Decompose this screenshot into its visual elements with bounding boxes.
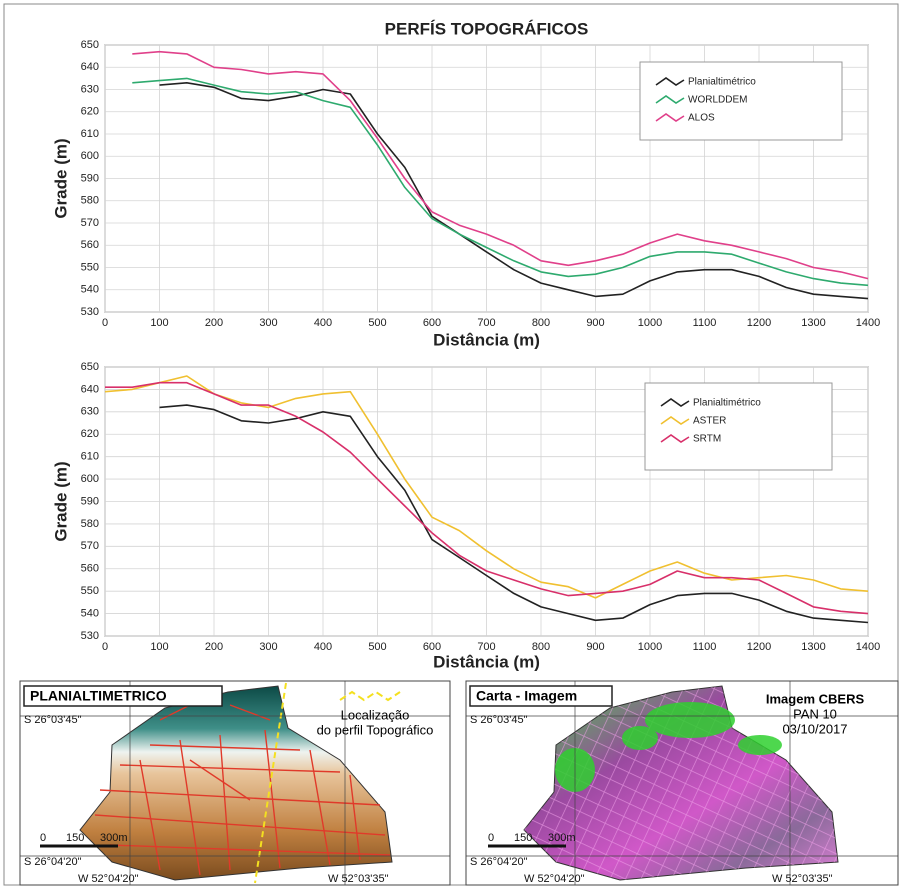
legend-text: Localização bbox=[341, 707, 410, 722]
x-axis-title: Distância (m) bbox=[433, 330, 540, 349]
coordinate-label: S 26°03'45" bbox=[470, 714, 528, 726]
x-tick-label: 0 bbox=[102, 641, 108, 653]
y-tick-label: 620 bbox=[81, 106, 99, 118]
coordinate-label: W 52°03'35" bbox=[328, 873, 389, 885]
x-tick-label: 100 bbox=[150, 317, 168, 329]
chart-title: PERFÍS TOPOGRÁFICOS bbox=[385, 19, 589, 38]
scale-label: 0 bbox=[40, 832, 46, 844]
x-tick-label: 100 bbox=[150, 641, 168, 653]
x-tick-label: 400 bbox=[314, 317, 332, 329]
y-tick-label: 570 bbox=[81, 540, 99, 552]
x-tick-label: 0 bbox=[102, 317, 108, 329]
y-tick-label: 600 bbox=[81, 473, 99, 485]
y-axis-title: Grade (m) bbox=[51, 138, 70, 218]
x-tick-label: 300 bbox=[259, 317, 277, 329]
coordinate-label: W 52°04'20" bbox=[78, 873, 139, 885]
legend-label: SRTM bbox=[693, 434, 721, 445]
x-tick-label: 1400 bbox=[856, 317, 880, 329]
y-tick-label: 630 bbox=[81, 83, 99, 95]
y-tick-label: 540 bbox=[81, 607, 99, 619]
x-tick-label: 200 bbox=[205, 317, 223, 329]
x-tick-label: 500 bbox=[368, 641, 386, 653]
y-axis-title: Grade (m) bbox=[51, 461, 70, 541]
y-tick-label: 650 bbox=[81, 39, 99, 51]
y-tick-label: 590 bbox=[81, 172, 99, 184]
y-tick-label: 590 bbox=[81, 495, 99, 507]
coordinate-label: S 26°04'20" bbox=[24, 856, 82, 868]
legend-label: Planialtimétrico bbox=[688, 77, 756, 88]
x-tick-label: 700 bbox=[477, 641, 495, 653]
x-tick-label: 1100 bbox=[693, 641, 717, 653]
scale-label: 150 bbox=[66, 832, 84, 844]
x-tick-label: 800 bbox=[532, 641, 550, 653]
x-tick-label: 900 bbox=[586, 641, 604, 653]
legend-label: Planialtimétrico bbox=[693, 398, 761, 409]
legend-label: ASTER bbox=[693, 416, 726, 427]
map-panel-image: Carta - Imagem Imagem CBERS PAN 10 03/10… bbox=[466, 681, 898, 885]
x-tick-label: 1400 bbox=[856, 641, 880, 653]
legend-label: ALOS bbox=[688, 113, 715, 124]
scale-label: 150 bbox=[514, 832, 532, 844]
y-tick-label: 620 bbox=[81, 428, 99, 440]
x-tick-label: 800 bbox=[532, 317, 550, 329]
y-tick-label: 540 bbox=[81, 284, 99, 296]
legend-text: do perfil Topográfico bbox=[317, 722, 434, 737]
y-tick-label: 650 bbox=[81, 361, 99, 373]
y-tick-label: 550 bbox=[81, 585, 99, 597]
coordinate-label: S 26°04'20" bbox=[470, 856, 528, 868]
y-tick-label: 600 bbox=[81, 150, 99, 162]
y-tick-label: 640 bbox=[81, 383, 99, 395]
y-tick-label: 640 bbox=[81, 61, 99, 73]
y-tick-label: 550 bbox=[81, 261, 99, 273]
y-tick-label: 610 bbox=[81, 128, 99, 140]
scale-label: 300m bbox=[100, 832, 128, 844]
y-tick-label: 630 bbox=[81, 406, 99, 418]
x-tick-label: 1200 bbox=[747, 317, 771, 329]
charts: 530 540 550 560 570 580 590 600 610 620 630 640 650 0… bbox=[51, 19, 880, 671]
x-tick-label: 500 bbox=[368, 317, 386, 329]
coordinate-label: W 52°03'35" bbox=[772, 873, 833, 885]
x-axis-title: Distância (m) bbox=[433, 652, 540, 671]
y-tick-label: 530 bbox=[81, 630, 99, 642]
y-tick-label: 610 bbox=[81, 451, 99, 463]
y-tick-label: 580 bbox=[81, 518, 99, 530]
figure: PLANIALTIMETRICO S 26°03'45" S 26°04'20"… bbox=[0, 0, 904, 889]
map-title: Carta - Imagem bbox=[476, 688, 577, 704]
scale-label: 300m bbox=[548, 832, 576, 844]
caption: PAN 10 bbox=[793, 706, 837, 721]
x-tick-label: 300 bbox=[259, 641, 277, 653]
x-tick-label: 600 bbox=[423, 317, 441, 329]
x-tick-label: 1100 bbox=[693, 317, 717, 329]
x-tick-label: 1000 bbox=[638, 641, 662, 653]
scale-label: 0 bbox=[488, 832, 494, 844]
y-tick-label: 530 bbox=[81, 306, 99, 318]
x-tick-label: 400 bbox=[314, 641, 332, 653]
y-tick-label: 570 bbox=[81, 217, 99, 229]
legend-label: WORLDDEM bbox=[688, 95, 747, 106]
x-tick-label: 1000 bbox=[638, 317, 662, 329]
x-tick-label: 900 bbox=[586, 317, 604, 329]
y-tick-label: 580 bbox=[81, 195, 99, 207]
caption: Imagem CBERS bbox=[766, 691, 865, 706]
legend-box bbox=[645, 383, 832, 470]
x-tick-label: 1300 bbox=[801, 317, 825, 329]
coordinate-label: S 26°03'45" bbox=[24, 714, 82, 726]
x-tick-label: 200 bbox=[205, 641, 223, 653]
y-tick-label: 560 bbox=[81, 563, 99, 575]
coordinate-label: W 52°04'20" bbox=[524, 873, 585, 885]
map-panel-topography: PLANIALTIMETRICO S 26°03'45" S 26°04'20"… bbox=[20, 681, 450, 885]
x-tick-label: 700 bbox=[477, 317, 495, 329]
map-title: PLANIALTIMETRICO bbox=[30, 688, 167, 704]
x-tick-label: 600 bbox=[423, 641, 441, 653]
x-tick-label: 1200 bbox=[747, 641, 771, 653]
y-tick-label: 560 bbox=[81, 239, 99, 251]
x-tick-label: 1300 bbox=[801, 641, 825, 653]
caption: 03/10/2017 bbox=[782, 721, 847, 736]
